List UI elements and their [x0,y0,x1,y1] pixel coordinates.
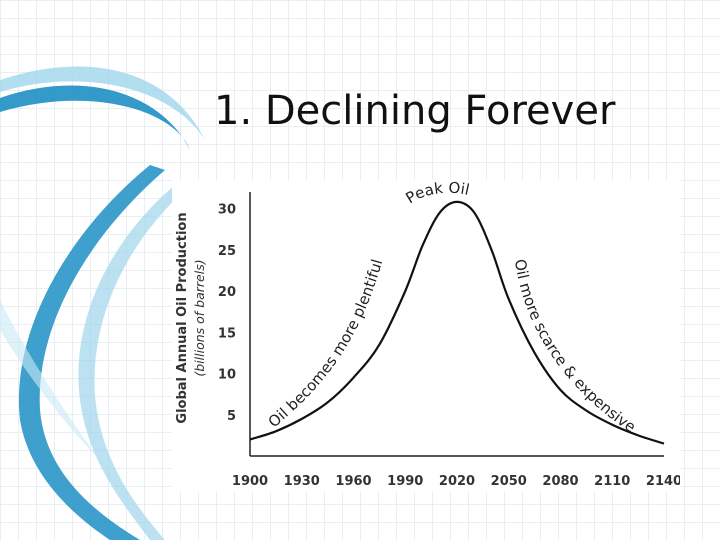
y-tick-labels: 5 10 15 20 25 30 [218,203,236,424]
y-tick-label: 20 [218,285,236,300]
x-tick-label: 2080 [542,474,578,489]
decorative-swoosh [0,66,205,540]
slide-title: 1. Declining Forever [214,88,616,134]
y-axis-label: Global Annual Oil Production [175,212,190,423]
x-tick-label: 2020 [439,474,475,489]
x-tick-label: 2140 [646,474,680,489]
y-axis-units: (billions of barrels) [192,259,207,376]
x-tick-label: 1930 [284,474,320,489]
x-tick-label: 1960 [335,474,371,489]
y-tick-label: 15 [218,326,236,341]
y-tick-label: 30 [218,203,236,218]
x-tick-label: 1990 [387,474,423,489]
x-tick-label: 1900 [232,474,268,489]
oil-production-chart: Global Annual Oil Production (billions o… [175,180,680,489]
y-tick-label: 5 [227,409,236,424]
chart-panel: Global Annual Oil Production (billions o… [172,180,680,492]
x-tick-labels: 1900 1930 1960 1990 2020 2050 2080 2110 2140 [232,474,680,489]
x-tick-label: 2110 [594,474,630,489]
x-tick-label: 2050 [491,474,527,489]
y-tick-label: 10 [218,368,236,383]
y-tick-label: 25 [218,244,236,259]
series-line [249,200,665,445]
